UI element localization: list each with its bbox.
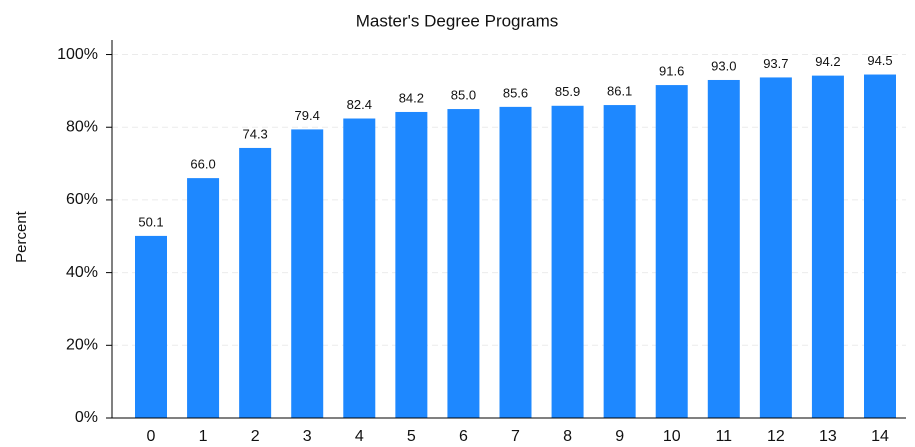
data-label: 79.4	[295, 108, 320, 123]
x-tick-label: 11	[715, 428, 732, 445]
chart-title: Master's Degree Programs	[356, 11, 559, 30]
bar	[864, 74, 896, 419]
bar	[655, 85, 688, 419]
bar	[551, 105, 584, 419]
x-tick-label: 3	[303, 428, 312, 445]
x-tick-label: 1	[199, 428, 208, 445]
bar	[291, 129, 324, 418]
x-tick-label: 2	[251, 428, 260, 445]
x-tick-label: 13	[819, 428, 837, 445]
y-axis-label: Percent	[13, 210, 30, 263]
x-tick-label: 8	[563, 428, 572, 445]
y-tick-label: 100%	[57, 46, 98, 63]
data-label: 85.6	[503, 85, 528, 100]
x-tick-label: 9	[615, 428, 624, 445]
data-label: 94.5	[867, 53, 892, 68]
bar	[187, 178, 220, 418]
data-label: 66.0	[190, 157, 215, 172]
x-tick-label: 6	[459, 428, 468, 445]
data-label: 74.3	[242, 126, 267, 141]
x-tick-label: 12	[767, 428, 785, 445]
y-tick-label: 80%	[66, 118, 98, 135]
bar	[759, 77, 792, 419]
data-label: 93.7	[763, 56, 788, 71]
bar	[499, 106, 532, 418]
x-tick-label: 5	[407, 428, 416, 445]
data-label: 84.2	[399, 90, 424, 105]
x-tick-label: 0	[147, 428, 156, 445]
y-tick-label: 20%	[66, 337, 98, 354]
y-tick-label: 60%	[66, 191, 98, 208]
bar	[707, 79, 740, 418]
data-label: 94.2	[815, 54, 840, 69]
data-label: 50.1	[138, 214, 163, 229]
x-tick-label: 7	[511, 428, 520, 445]
data-label: 93.0	[711, 58, 736, 73]
data-label: 85.9	[555, 84, 580, 99]
bar	[603, 105, 636, 418]
bar	[239, 147, 272, 419]
data-label: 85.0	[451, 87, 476, 102]
bar	[395, 111, 428, 418]
y-tick-label: 40%	[66, 264, 98, 281]
data-label: 82.4	[347, 97, 372, 112]
x-tick-label: 10	[663, 428, 681, 445]
data-label: 86.1	[607, 83, 632, 98]
y-tick-label: 0%	[75, 409, 98, 426]
x-tick-label: 4	[355, 428, 364, 445]
data-label: 91.6	[659, 64, 684, 79]
bar	[447, 109, 480, 419]
x-tick-label: 14	[871, 428, 889, 445]
bar	[135, 235, 167, 418]
bar	[343, 118, 376, 418]
bar	[811, 75, 844, 418]
